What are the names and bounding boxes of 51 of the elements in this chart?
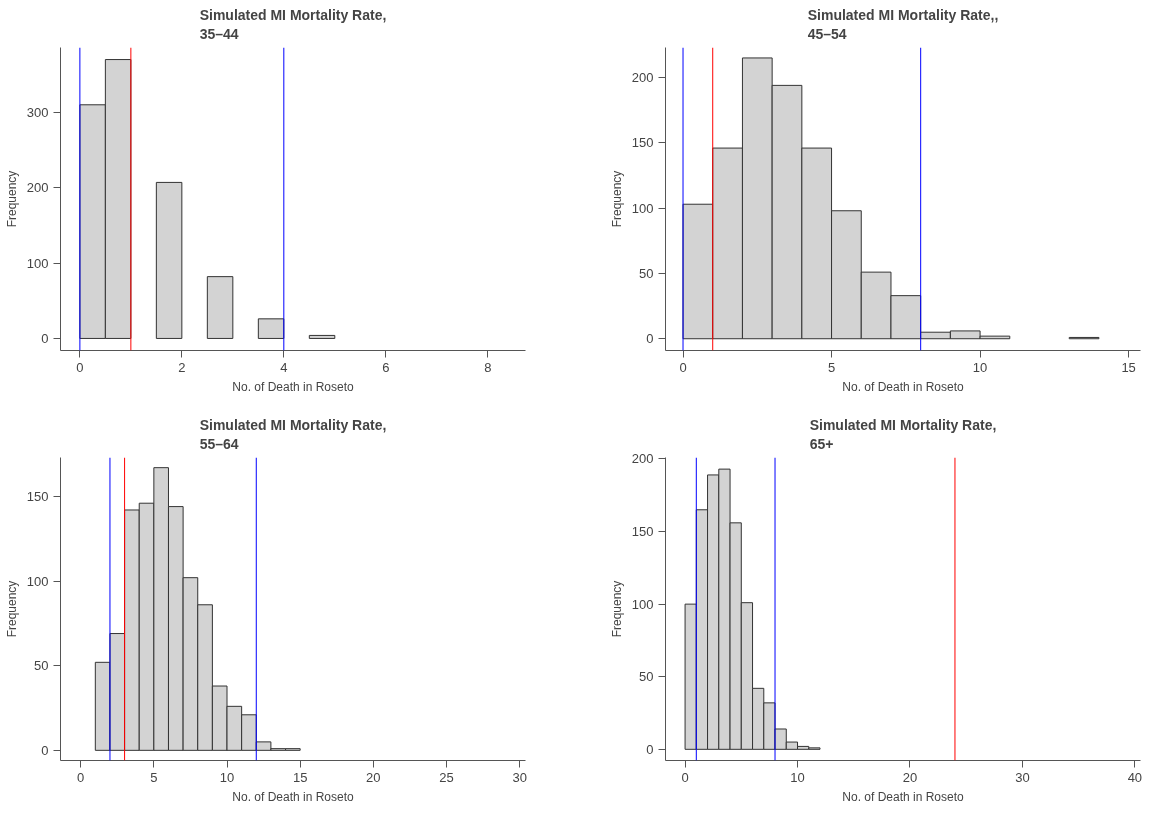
y-axis-title: Frequency <box>4 170 19 228</box>
y-tick-label: 200 <box>26 180 49 196</box>
x-tick-label: 6 <box>382 359 390 375</box>
y-tick-label: 200 <box>631 451 654 467</box>
x-tick-label: 2 <box>178 359 186 375</box>
y-tick-label: 150 <box>26 488 49 504</box>
y-axis-title: Frequency <box>609 580 624 638</box>
y-axis-title: Frequency <box>609 170 624 228</box>
x-axis-title: No. of Death in Roseto <box>842 789 965 804</box>
y-tick-label: 0 <box>646 741 654 757</box>
x-tick-label: 0 <box>76 359 84 375</box>
y-tick-label: 100 <box>631 200 654 216</box>
x-tick-label: 0 <box>681 769 689 785</box>
y-tick-label: 50 <box>639 265 654 281</box>
x-axis-title: No. of Death in Roseto <box>232 379 355 394</box>
y-tick-label: 0 <box>41 742 49 758</box>
chart-title: Simulated MI Mortality Rate, 35–44 <box>199 7 387 43</box>
y-tick-label: 0 <box>646 331 654 347</box>
x-tick-label: 10 <box>790 769 805 785</box>
y-tick-label: 200 <box>631 70 654 86</box>
chart-title: Simulated MI Mortality Rate,, 45–54 <box>807 7 999 43</box>
x-tick-label: 5 <box>150 769 158 785</box>
x-tick-label: 40 <box>1127 769 1143 785</box>
y-axis-title: Frequency <box>4 580 19 638</box>
x-tick-label: 4 <box>280 359 288 375</box>
x-tick-label: 15 <box>292 769 308 785</box>
x-tick-label: 20 <box>902 769 918 785</box>
x-tick-label: 30 <box>512 769 527 785</box>
y-tick-label: 50 <box>639 669 654 685</box>
x-tick-label: 0 <box>679 359 687 375</box>
y-tick-label: 150 <box>631 135 654 151</box>
x-tick-label: 25 <box>439 769 454 785</box>
x-axis-title: No. of Death in Roseto <box>842 379 965 394</box>
y-tick-label: 150 <box>631 524 654 540</box>
chart-title: Simulated MI Mortality Rate, 65+ <box>809 417 997 453</box>
x-tick-label: 30 <box>1015 769 1030 785</box>
x-tick-label: 5 <box>827 359 836 375</box>
x-tick-label: 15 <box>1121 359 1136 375</box>
y-tick-label: 100 <box>631 596 654 612</box>
x-tick-label: 0 <box>77 769 85 785</box>
chart-title: Simulated MI Mortality Rate, 55–64 <box>199 417 387 453</box>
x-tick-label: 10 <box>972 359 988 375</box>
x-tick-label: 8 <box>484 359 492 375</box>
y-tick-label: 100 <box>26 255 49 271</box>
x-tick-label: 20 <box>366 769 381 785</box>
x-tick-label: 10 <box>219 769 235 785</box>
y-tick-label: 50 <box>34 658 49 674</box>
y-tick-label: 300 <box>26 104 49 120</box>
x-axis-title: No. of Death in Roseto <box>232 789 355 804</box>
y-tick-label: 100 <box>26 573 49 589</box>
y-tick-label: 0 <box>41 330 49 346</box>
